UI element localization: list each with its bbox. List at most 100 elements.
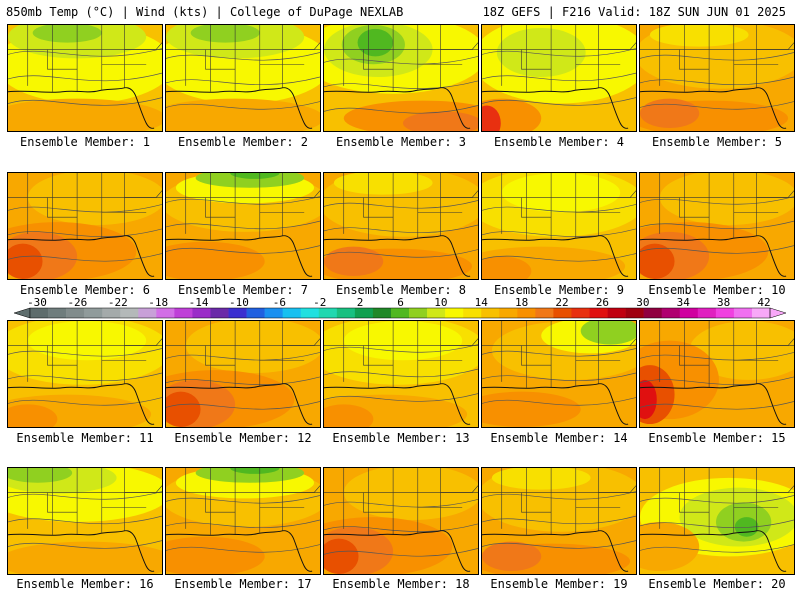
- temperature-field: [8, 173, 162, 279]
- temperature-contour-fill: [324, 538, 359, 574]
- ensemble-member-label: Ensemble Member: 16: [16, 577, 154, 591]
- height-contour-line: [640, 495, 794, 504]
- ensemble-map-17: [165, 467, 321, 575]
- ensemble-map-6: [7, 172, 163, 280]
- colorbar-tick-label: -6: [272, 296, 286, 309]
- state-border: [756, 338, 794, 346]
- coastline: [8, 530, 155, 572]
- colorbar-swatch: [715, 308, 735, 318]
- temperature-field: [166, 173, 320, 279]
- colorbar-tick-label: -10: [229, 296, 249, 309]
- state-border: [124, 42, 162, 50]
- temperature-field: [640, 468, 794, 574]
- ensemble-map-13: [323, 320, 479, 428]
- coastline: [482, 530, 629, 572]
- state-border: [440, 338, 478, 346]
- colorbar-swatch: [661, 308, 681, 318]
- ensemble-member-label: Ensemble Member: 15: [648, 431, 786, 445]
- colorbar-swatch: [390, 308, 410, 318]
- height-contour-line: [640, 352, 794, 361]
- state-border: [282, 338, 320, 346]
- height-contour-line: [324, 224, 478, 234]
- colorbar-tick-label: 26: [595, 296, 610, 309]
- temperature-contour-fill: [640, 98, 700, 129]
- ensemble-member-label: Ensemble Member: 8: [335, 283, 467, 297]
- temperature-contour-fill: [8, 243, 43, 279]
- ensemble-map-1: [7, 24, 163, 132]
- temperature-field: [482, 173, 636, 279]
- colorbar-tick-label: -22: [107, 296, 128, 309]
- temperature-contour-fill: [8, 468, 73, 483]
- state-border: [124, 338, 162, 346]
- temperature-contour-fill: [166, 391, 201, 427]
- colorbar-swatch: [553, 308, 572, 318]
- temperature-contour-fill: [190, 25, 260, 43]
- coastline: [8, 235, 155, 277]
- height-contour-line: [640, 376, 794, 385]
- temperature-contour-fill: [230, 468, 280, 474]
- temperature-contour-fill: [8, 98, 162, 131]
- height-contour-line: [640, 76, 794, 86]
- height-contour-line: [324, 249, 478, 258]
- ensemble-map-18: [323, 467, 479, 575]
- temperature-contour-fill: [324, 246, 384, 277]
- state-border: [756, 485, 794, 493]
- height-contour-line: [166, 495, 320, 504]
- colorbar-scale: [13, 307, 787, 319]
- ensemble-member-label: Ensemble Member: 19: [490, 577, 628, 591]
- temperature-field: [640, 25, 794, 131]
- colorbar-swatch: [264, 308, 283, 318]
- coastline: [640, 383, 787, 425]
- ensemble-map-8: [323, 172, 479, 280]
- height-contour-line: [324, 548, 478, 557]
- temperature-contour-fill: [689, 321, 794, 380]
- state-border: [521, 345, 552, 366]
- temperature-contour-fill: [27, 321, 147, 361]
- height-contour-line: [324, 523, 478, 532]
- coastline: [324, 87, 471, 129]
- temperature-field: [166, 321, 320, 427]
- height-contour-line: [640, 519, 794, 529]
- temperature-contour-fill: [166, 536, 265, 574]
- ensemble-member-label: Ensemble Member: 1: [19, 135, 151, 149]
- state-border: [47, 197, 78, 218]
- coastline: [166, 235, 313, 277]
- temperature-contour-fill: [649, 25, 749, 47]
- colorbar-swatch: [535, 308, 554, 318]
- height-contour-line: [8, 540, 162, 549]
- ensemble-member-label: Ensemble Member: 17: [174, 577, 312, 591]
- state-border: [363, 197, 394, 218]
- ensemble-map-11: [7, 320, 163, 428]
- state-border: [598, 338, 636, 346]
- ensemble-member-label: Ensemble Member: 6: [19, 283, 151, 297]
- height-contour-line: [166, 101, 320, 110]
- height-contour-line: [166, 519, 320, 529]
- ensemble-member-label: Ensemble Member: 3: [335, 135, 467, 149]
- temperature-contour-fill: [166, 98, 320, 131]
- state-border: [679, 492, 710, 513]
- height-contour-line: [640, 52, 794, 61]
- state-border: [440, 42, 478, 50]
- temperature-contour-fill: [482, 256, 532, 279]
- colorbar-swatch: [354, 308, 374, 318]
- colorbar-tick-label: 18: [515, 296, 529, 309]
- state-border: [47, 49, 78, 70]
- height-contour-line: [640, 101, 794, 110]
- height-contour-line: [324, 499, 478, 508]
- colorbar-tick-label: 10: [434, 296, 448, 309]
- ensemble-map-15: [639, 320, 795, 428]
- colorbar-swatch: [66, 308, 85, 318]
- height-contour-line: [8, 48, 162, 57]
- state-border: [363, 49, 394, 70]
- colorbar-swatch: [318, 308, 338, 318]
- ensemble-member-label: Ensemble Member: 20: [648, 577, 786, 591]
- height-contour-line: [482, 204, 636, 213]
- state-border: [756, 42, 794, 50]
- temperature-field: [482, 321, 636, 427]
- height-contour-line: [482, 372, 636, 382]
- colorbar-tick-label: 34: [676, 296, 690, 309]
- height-contour-line: [324, 393, 478, 402]
- ensemble-map-10: [639, 172, 795, 280]
- height-contour-line: [8, 515, 162, 525]
- height-contour-line: [166, 352, 320, 361]
